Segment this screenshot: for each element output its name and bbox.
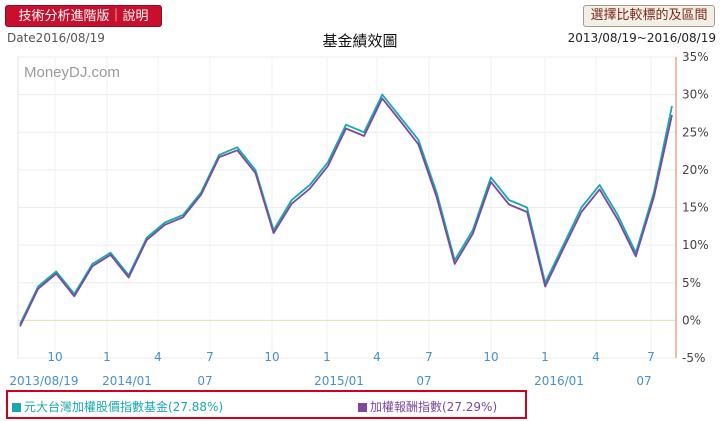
x-tick-label-lower: 07: [197, 374, 212, 388]
x-tick-label: 7: [206, 350, 214, 364]
y-tick-label: 30%: [682, 88, 709, 102]
x-axis-ticks-lower: 2013/08/19 2014/01 07 2015/01 07 2016/01 07: [9, 374, 651, 388]
watermark: MoneyDJ.com: [24, 64, 120, 81]
x-tick-label: 7: [425, 350, 433, 364]
legend-fund-label: 元大台灣加權股價指數基金(27.88%): [24, 400, 224, 414]
y-tick-label: 10%: [682, 238, 709, 252]
y-axis-ticks: 35% 30% 25% 20% 15% 10% 5% 0% -5%: [682, 50, 709, 365]
x-tick-label: 1: [103, 350, 111, 364]
y-tick-label: 0%: [682, 313, 701, 327]
series-line-fund: [19, 93, 673, 325]
x-tick-label-lower: 2014/01: [102, 374, 152, 388]
x-tick-label: 4: [154, 350, 162, 364]
legend-item-index[interactable]: 加權報酬指數(27.29%): [358, 398, 497, 415]
fund-swatch-icon: [12, 402, 21, 412]
index-swatch-icon: [358, 402, 367, 412]
x-tick-label: 7: [647, 350, 655, 364]
y-tick-label: 5%: [682, 276, 701, 290]
y-tick-label: 15%: [682, 201, 709, 215]
x-tick-label: 4: [373, 350, 381, 364]
x-axis-ticks: 10 1 4 7 10 1 4 7 10 1 4 7: [47, 350, 654, 364]
select-compare-button[interactable]: 選擇比較標的及區間: [583, 5, 715, 27]
x-tick-label: 1: [323, 350, 331, 364]
chart-title: 基金績效圖: [322, 32, 398, 50]
x-tick-label-lower: 2016/01: [534, 374, 584, 388]
x-tick-label-lower: 07: [636, 374, 651, 388]
analysis-help-button[interactable]: 技術分析進階版｜說明: [5, 5, 162, 27]
y-tick-label: -5%: [682, 351, 705, 365]
x-tick-label-lower: 07: [416, 374, 431, 388]
series-line-index: [19, 97, 673, 327]
y-tick-label: 20%: [682, 163, 709, 177]
legend-index-label: 加權報酬指數(27.29%): [370, 400, 498, 414]
date-label: Date2016/08/19: [7, 31, 105, 45]
x-tick-label: 1: [541, 350, 549, 364]
series-group: [19, 93, 673, 327]
date-range-label: 2013/08/19~2016/08/19: [567, 31, 716, 45]
x-tick-label-lower: 2015/01: [314, 374, 364, 388]
legend: 元大台灣加權股價指數基金(27.88%) 加權報酬指數(27.29%): [6, 390, 527, 419]
legend-item-fund[interactable]: 元大台灣加權股價指數基金(27.88%): [12, 398, 223, 415]
x-tick-label: 10: [47, 350, 62, 364]
y-tick-label: 25%: [682, 125, 709, 139]
x-tick-label-lower: 2013/08/19: [9, 374, 78, 388]
x-tick-label: 10: [483, 350, 498, 364]
x-tick-label: 4: [592, 350, 600, 364]
x-tick-label: 10: [264, 350, 279, 364]
y-tick-label: 35%: [682, 50, 709, 64]
